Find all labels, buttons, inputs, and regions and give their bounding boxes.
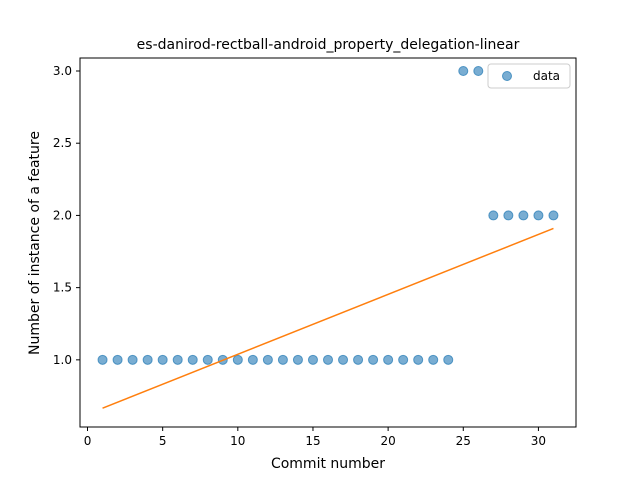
chart-title: es-danirod-rectball-android_property_del…: [137, 37, 520, 53]
data-point: [548, 210, 559, 221]
data-point: [338, 354, 349, 365]
plot-frame: [79, 57, 577, 428]
legend-box: [487, 63, 571, 89]
fit-line: [102, 227, 554, 409]
data-point: [97, 354, 108, 365]
data-point: [247, 354, 258, 365]
data-point: [413, 354, 424, 365]
data-point: [518, 210, 529, 221]
data-point: [307, 354, 318, 365]
data-point: [488, 210, 499, 221]
plot-area: 0 5 10 15 20 25 30 1.0 1.5 2.0 2.5 3.0: [53, 57, 577, 448]
data-point: [323, 354, 333, 365]
data-point: [292, 354, 303, 365]
y-tick-label: 2.5: [53, 136, 72, 150]
legend: data: [487, 63, 571, 89]
data-point: [443, 354, 454, 365]
y-tick-label: 1.5: [53, 281, 72, 295]
y-axis-label: Number of instance of a feature: [27, 131, 43, 355]
legend-marker: [502, 71, 512, 81]
x-axis-label: Commit number: [271, 456, 385, 472]
y-tick-label: 2.0: [53, 208, 72, 222]
data-point: [458, 65, 469, 76]
y-tick-label: 1.0: [53, 353, 72, 367]
data-point: [172, 354, 183, 365]
data-point: [383, 354, 394, 365]
data-point: [187, 354, 198, 365]
data-point: [112, 354, 123, 365]
y-tick-label: 3.0: [53, 64, 72, 78]
data-point: [353, 354, 364, 365]
data-point: [473, 65, 484, 76]
data-point: [157, 354, 168, 365]
x-tick-label: 20: [380, 434, 395, 448]
data-point: [232, 354, 243, 365]
x-tick-label: 15: [305, 434, 320, 448]
x-tick-label: 5: [159, 434, 167, 448]
x-tick-label: 30: [531, 434, 546, 448]
data-point: [533, 210, 544, 221]
data-point: [503, 210, 514, 221]
data-point: [202, 354, 213, 365]
data-point: [398, 354, 409, 365]
data-point: [368, 354, 379, 365]
data-point: [277, 354, 288, 365]
data-point: [262, 354, 273, 365]
x-tick-label: 0: [84, 434, 92, 448]
x-tick-label: 25: [456, 434, 471, 448]
legend-label: data: [533, 69, 560, 83]
data-point: [142, 354, 153, 365]
data-point: [428, 354, 439, 365]
data-point: [127, 354, 138, 365]
x-tick-label: 10: [230, 434, 245, 448]
